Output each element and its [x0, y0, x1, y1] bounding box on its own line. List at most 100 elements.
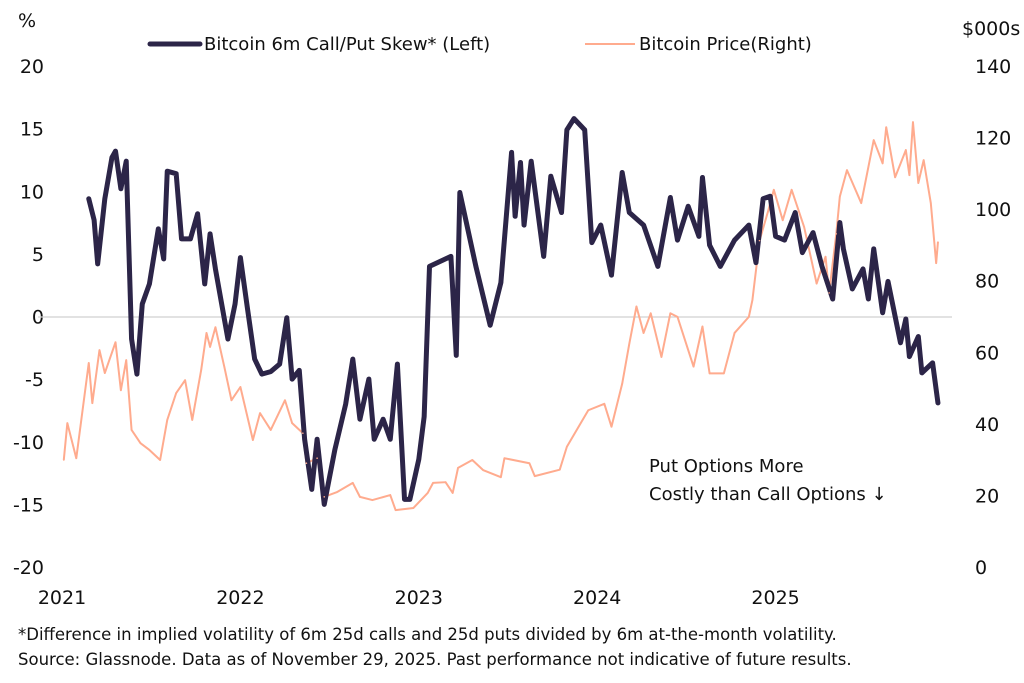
skew-point — [454, 353, 459, 358]
skew-point — [810, 230, 816, 235]
price-point — [905, 149, 907, 151]
skew-point — [819, 264, 825, 269]
skew-point — [685, 204, 691, 209]
skew-point — [609, 272, 614, 278]
price-point — [371, 499, 374, 501]
price-point — [432, 482, 434, 484]
skew-point — [800, 250, 805, 255]
skew-point — [850, 286, 855, 292]
skew-point — [109, 155, 115, 160]
skew-point — [147, 281, 152, 287]
skew-point — [421, 414, 427, 419]
price-point — [908, 174, 911, 176]
price-point — [692, 365, 695, 368]
skew-point — [718, 264, 723, 269]
price-point — [751, 299, 754, 301]
skew-point — [238, 255, 243, 260]
skew-point — [332, 447, 338, 452]
skew-point — [309, 487, 314, 492]
skew-point — [773, 234, 778, 239]
price-point — [528, 462, 531, 465]
price-point — [451, 492, 454, 494]
price-point — [500, 476, 502, 478]
right-axis-unit: $000s — [962, 18, 1020, 40]
price-point — [872, 139, 875, 141]
price-point — [75, 457, 78, 460]
skew-point — [416, 457, 421, 462]
right-tick-label: 140 — [975, 56, 1011, 78]
left-tick-label: -15 — [13, 494, 44, 516]
price-point — [917, 182, 920, 184]
skew-point — [427, 264, 432, 269]
price-point — [291, 422, 293, 424]
price-point — [835, 233, 838, 235]
skew-point — [220, 306, 225, 312]
skew-point — [118, 186, 124, 191]
skew-point — [627, 210, 632, 215]
price-point — [701, 325, 704, 328]
price-point — [587, 409, 590, 412]
price-point — [323, 496, 326, 498]
skew-point — [195, 211, 200, 216]
price-point — [649, 312, 652, 315]
skew-point — [314, 437, 320, 442]
skew-point — [916, 334, 921, 339]
skew-point — [252, 356, 257, 362]
price-point — [91, 402, 94, 404]
price-point — [885, 126, 888, 128]
price-point — [628, 342, 631, 345]
price-point — [214, 326, 217, 329]
skew-point — [289, 376, 295, 382]
legend-label-price: Bitcoin Price(Right) — [639, 34, 812, 55]
skew-point — [935, 400, 941, 406]
price-point — [767, 209, 770, 211]
skew-point — [366, 376, 372, 382]
price-point — [412, 507, 415, 509]
price-point — [912, 121, 914, 123]
skew-point — [473, 264, 479, 269]
right-tick-label: 80 — [975, 271, 999, 293]
right-tick-label: 40 — [975, 414, 999, 436]
skew-point — [619, 170, 625, 175]
skew-point — [768, 194, 773, 199]
annotation-line-1: Put Options More — [649, 456, 804, 477]
skew-point — [598, 222, 603, 228]
right-axis-ticks: 140 120 100 80 60 40 20 0 — [975, 56, 1011, 579]
skew-point — [448, 254, 454, 259]
skew-point — [407, 497, 413, 502]
price-point — [839, 195, 841, 198]
price-point — [860, 202, 863, 204]
price-point — [125, 359, 128, 361]
skew-point — [830, 296, 835, 302]
left-axis-unit: % — [18, 10, 36, 32]
skew-point — [675, 237, 680, 243]
price-point — [824, 255, 827, 258]
skew-point — [930, 360, 935, 366]
skew-point — [528, 158, 534, 164]
x-tick-label: 2024 — [573, 587, 621, 609]
price-point — [828, 292, 830, 294]
price-point — [558, 468, 561, 471]
legend-label-skew: Bitcoin 6m Call/Put Skew* (Left) — [204, 34, 490, 55]
skew-point — [548, 174, 554, 179]
price-point — [922, 159, 925, 161]
skew-point — [866, 296, 871, 302]
skew-point — [277, 361, 282, 367]
price-point — [335, 491, 338, 494]
skew-point — [696, 234, 702, 239]
annotation-line-2: Costly than Call Options ↓ — [649, 484, 887, 505]
skew-point — [134, 371, 140, 377]
price-point — [87, 362, 90, 364]
price-point — [316, 457, 318, 460]
skew-point — [760, 196, 766, 201]
price-point — [748, 316, 750, 318]
price-point — [846, 169, 848, 171]
price-point — [937, 241, 939, 243]
right-tick-label: 20 — [975, 485, 999, 507]
skew-point — [732, 237, 737, 243]
footnote-definition: *Difference in implied volatility of 6m … — [18, 625, 837, 644]
price-point — [159, 459, 161, 461]
left-tick-label: 15 — [20, 119, 44, 141]
skew-point — [898, 340, 903, 346]
